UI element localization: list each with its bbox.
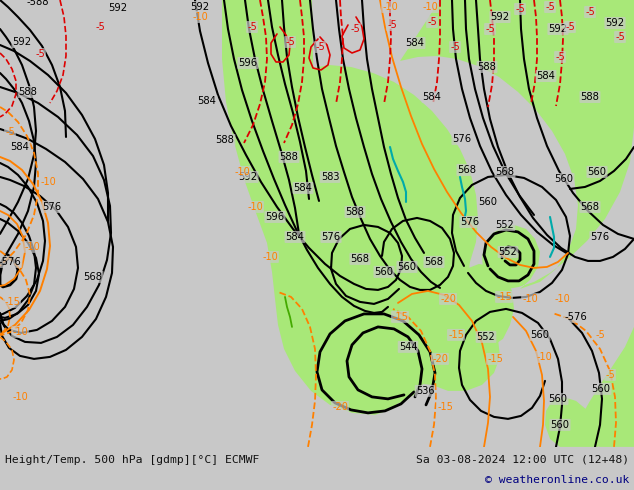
Text: -10: -10	[24, 242, 40, 252]
Text: 592: 592	[190, 2, 210, 12]
Text: -20: -20	[432, 354, 448, 364]
Text: -5: -5	[555, 52, 565, 62]
Text: -5: -5	[350, 24, 360, 34]
Text: 560: 560	[588, 167, 607, 177]
Text: 588: 588	[280, 152, 299, 162]
Text: -10: -10	[192, 12, 208, 22]
Text: 584: 584	[198, 96, 216, 106]
Text: -10: -10	[12, 392, 28, 402]
Text: 584: 584	[406, 38, 424, 48]
Text: 568: 568	[84, 272, 103, 282]
Text: -5: -5	[387, 20, 397, 30]
Text: 560: 560	[550, 420, 569, 430]
Text: 583: 583	[321, 172, 339, 182]
Text: -5: -5	[285, 37, 295, 47]
Text: Height/Temp. 500 hPa [gdmp][°C] ECMWF: Height/Temp. 500 hPa [gdmp][°C] ECMWF	[5, 455, 259, 465]
Polygon shape	[545, 397, 598, 447]
Text: -5: -5	[605, 370, 615, 380]
Text: -5: -5	[427, 17, 437, 27]
Text: -20: -20	[440, 294, 456, 304]
Text: 576: 576	[453, 134, 472, 144]
Polygon shape	[222, 0, 514, 415]
Text: -10: -10	[40, 177, 56, 187]
Text: 568: 568	[581, 202, 600, 212]
Text: -5: -5	[595, 330, 605, 340]
Text: 560: 560	[531, 330, 550, 340]
Text: Sa 03-08-2024 12:00 UTC (12+48): Sa 03-08-2024 12:00 UTC (12+48)	[416, 455, 629, 465]
Text: 568: 568	[425, 257, 444, 267]
Text: -5: -5	[35, 49, 45, 59]
Text: -5: -5	[585, 7, 595, 17]
Text: 560: 560	[548, 394, 567, 404]
Text: -576: -576	[565, 312, 587, 322]
Text: © weatheronline.co.uk: © weatheronline.co.uk	[484, 475, 629, 485]
Text: 588: 588	[581, 92, 599, 102]
Text: -10: -10	[12, 327, 28, 337]
Text: -10: -10	[382, 2, 398, 12]
Text: 544: 544	[399, 342, 417, 352]
Text: 588: 588	[18, 87, 37, 97]
Text: 592: 592	[108, 3, 127, 13]
Text: -15: -15	[487, 354, 503, 364]
Text: 596: 596	[266, 212, 285, 222]
Text: 576: 576	[321, 232, 340, 242]
Text: 592: 592	[491, 12, 510, 22]
Text: -10: -10	[554, 294, 570, 304]
Text: 584: 584	[536, 71, 555, 81]
Text: 576: 576	[590, 232, 609, 242]
Text: -5: -5	[5, 127, 15, 137]
Text: -10: -10	[262, 252, 278, 262]
Text: 588: 588	[346, 207, 365, 217]
Text: 560: 560	[398, 262, 417, 272]
Text: -5: -5	[515, 4, 525, 14]
Text: -15: -15	[448, 330, 464, 340]
Text: 596: 596	[238, 58, 257, 68]
Text: 592: 592	[13, 37, 32, 47]
Text: -5: -5	[565, 22, 575, 32]
Text: 588: 588	[477, 62, 496, 72]
Text: -576: -576	[0, 257, 22, 267]
Text: 568: 568	[458, 165, 477, 175]
Text: -5: -5	[315, 42, 325, 52]
Text: -15: -15	[496, 292, 512, 302]
Text: 552: 552	[498, 247, 517, 257]
Text: 560: 560	[555, 174, 574, 184]
Polygon shape	[578, 327, 634, 447]
Text: 560: 560	[479, 197, 498, 207]
Text: -15: -15	[392, 312, 408, 322]
Polygon shape	[400, 0, 634, 289]
Text: 560: 560	[592, 384, 611, 394]
Text: 560: 560	[375, 267, 394, 277]
Text: -10: -10	[422, 2, 438, 12]
Text: 588: 588	[216, 135, 235, 145]
Text: 592: 592	[548, 24, 567, 34]
Text: -15: -15	[437, 402, 453, 412]
Text: -10: -10	[234, 167, 250, 177]
Text: 584: 584	[285, 232, 304, 242]
Text: -5: -5	[247, 22, 257, 32]
Text: -10: -10	[536, 352, 552, 362]
Text: 568: 568	[496, 167, 515, 177]
Text: 576: 576	[42, 202, 61, 212]
Text: -5: -5	[545, 2, 555, 12]
Text: 592: 592	[238, 172, 257, 182]
Text: 592: 592	[605, 18, 624, 28]
Text: -20: -20	[332, 402, 348, 412]
Text: 552: 552	[477, 332, 495, 342]
Text: -5: -5	[95, 22, 105, 32]
Text: -10: -10	[247, 202, 263, 212]
Text: -588: -588	[27, 0, 49, 7]
Text: 584: 584	[423, 92, 441, 102]
Text: 536: 536	[416, 386, 434, 396]
Text: -5: -5	[615, 32, 625, 42]
Text: 584: 584	[11, 142, 29, 152]
Text: -15: -15	[4, 297, 20, 307]
Text: -10: -10	[522, 294, 538, 304]
Text: -5: -5	[485, 24, 495, 34]
Text: 568: 568	[351, 254, 370, 264]
Text: 552: 552	[496, 220, 514, 230]
Text: 576: 576	[460, 217, 479, 227]
Text: -5: -5	[450, 42, 460, 52]
Text: 584: 584	[294, 183, 313, 193]
